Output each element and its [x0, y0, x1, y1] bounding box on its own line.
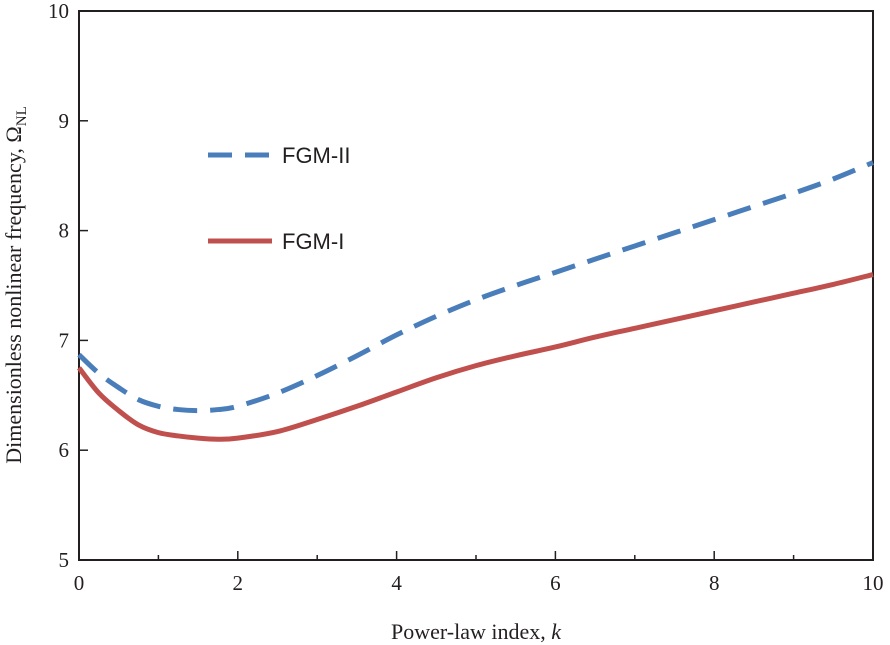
legend-label-fgm-i: FGM-I	[282, 229, 344, 254]
y-tick-label: 9	[59, 109, 70, 133]
series-line-fgm-i	[77, 272, 874, 442]
x-tick-label: 8	[709, 571, 720, 595]
x-axis-title: Power-law index, k	[391, 619, 562, 644]
y-tick-label: 5	[59, 548, 70, 572]
y-tick-label: 7	[59, 328, 70, 352]
x-tick-label: 6	[550, 571, 561, 595]
y-tick-label: 8	[59, 219, 70, 243]
legend: FGM-II FGM-I	[208, 143, 350, 254]
y-axis-title: Dimensionless nonlinear frequency, ΩNL	[1, 106, 30, 464]
series-line-fgm-ii	[77, 160, 874, 414]
x-tick-label: 10	[863, 571, 884, 595]
y-tick-label: 6	[59, 438, 70, 462]
plot-area	[78, 10, 874, 561]
x-axis-ticks: 0 2 4 6 8 10	[74, 551, 884, 595]
x-tick-label: 4	[391, 571, 402, 595]
y-tick-label: 10	[48, 0, 69, 23]
legend-label-fgm-ii: FGM-II	[282, 143, 350, 168]
y-axis-ticks: 5 6 7 8 9 10	[48, 0, 88, 572]
x-tick-label: 2	[233, 571, 244, 595]
series-lines	[77, 160, 874, 442]
x-tick-label: 0	[74, 571, 85, 595]
